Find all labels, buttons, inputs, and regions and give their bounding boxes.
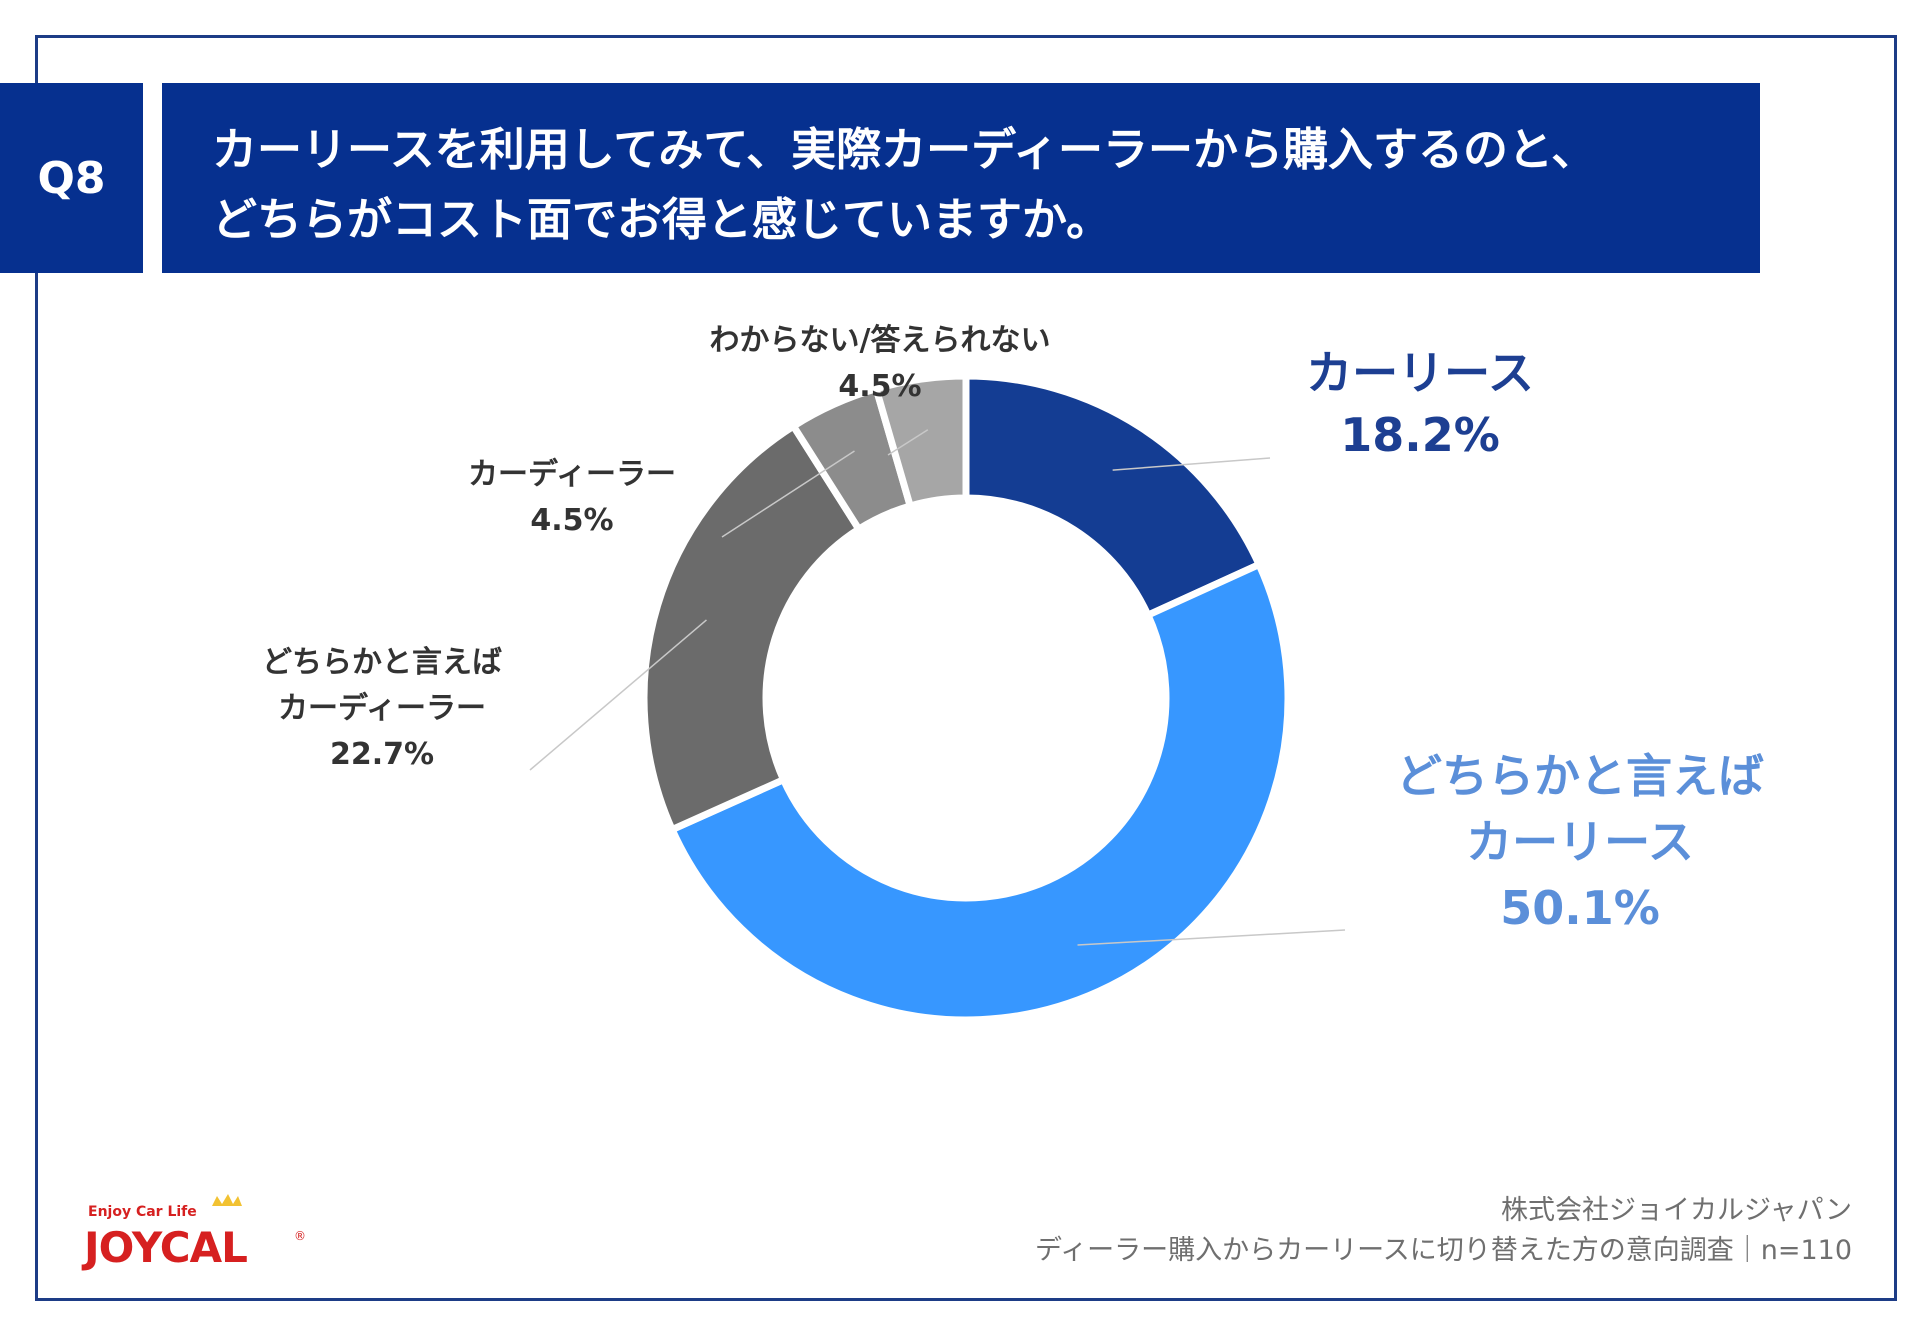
slice-category-label-5: わからない/答えられない — [710, 323, 1051, 358]
slice-labels: カーリース18.2%どちらかと言えばカーリース50.1%どちらかと言えばカーディ… — [262, 323, 1764, 935]
donut-slice-5 — [871, 372, 970, 511]
slice-category-label-4: カーディーラー — [468, 457, 676, 492]
footer-company: 株式会社ジョイカルジャパン — [1501, 1195, 1852, 1226]
slice-value-label-5: 4.5% — [838, 369, 921, 404]
logo-brand: JOYCAL — [81, 1223, 247, 1272]
question-badge: Q8 — [0, 83, 143, 273]
leader-line-4 — [721, 450, 855, 538]
slice-value-label-3: 22.7% — [330, 737, 434, 772]
footer-survey-note: ディーラー購入からカーリースに切り替えた方の意向調査｜n=110 — [1034, 1235, 1852, 1266]
leader-line-2 — [1077, 929, 1346, 946]
leader-lines — [529, 429, 1346, 946]
slice-value-label-4: 4.5% — [530, 503, 613, 538]
slide-frame — [35, 35, 1897, 1301]
slice-category-label-2: カーリース — [1466, 815, 1694, 869]
donut-slice-1 — [962, 372, 1264, 620]
slice-category-label-2: どちらかと言えば — [1396, 749, 1764, 803]
leader-line-1 — [1112, 457, 1271, 471]
crown-icon — [212, 1194, 242, 1206]
donut-slice-2 — [667, 559, 1292, 1024]
logo-registered-mark: ® — [294, 1229, 306, 1243]
question-title-line-1: カーリースを利用してみて、実際カーディーラーから購入するのと、 — [212, 123, 1597, 176]
slice-category-label-3: どちらかと言えば — [262, 645, 502, 680]
slice-category-label-3: カーディーラー — [278, 691, 486, 726]
donut-slices — [640, 372, 1292, 1024]
question-title: カーリースを利用してみて、実際カーディーラーから購入するのと、 どちらがコスト面… — [162, 83, 1760, 273]
donut-slice-3 — [640, 421, 864, 835]
question-title-line-2: どちらがコスト面でお得と感じていますか。 — [212, 193, 1112, 246]
leader-line-3 — [529, 619, 707, 771]
logo-tagline: Enjoy Car Life — [88, 1204, 197, 1220]
slice-value-label-2: 50.1% — [1500, 881, 1660, 935]
slice-category-label-1: カーリース — [1306, 346, 1534, 400]
joycal-logo: Enjoy Car Life JOYCAL ® — [81, 1194, 306, 1272]
slice-value-label-1: 18.2% — [1340, 408, 1500, 462]
footer: 株式会社ジョイカルジャパン ディーラー購入からカーリースに切り替えた方の意向調査… — [1035, 1191, 1852, 1271]
leader-line-5 — [887, 429, 929, 456]
